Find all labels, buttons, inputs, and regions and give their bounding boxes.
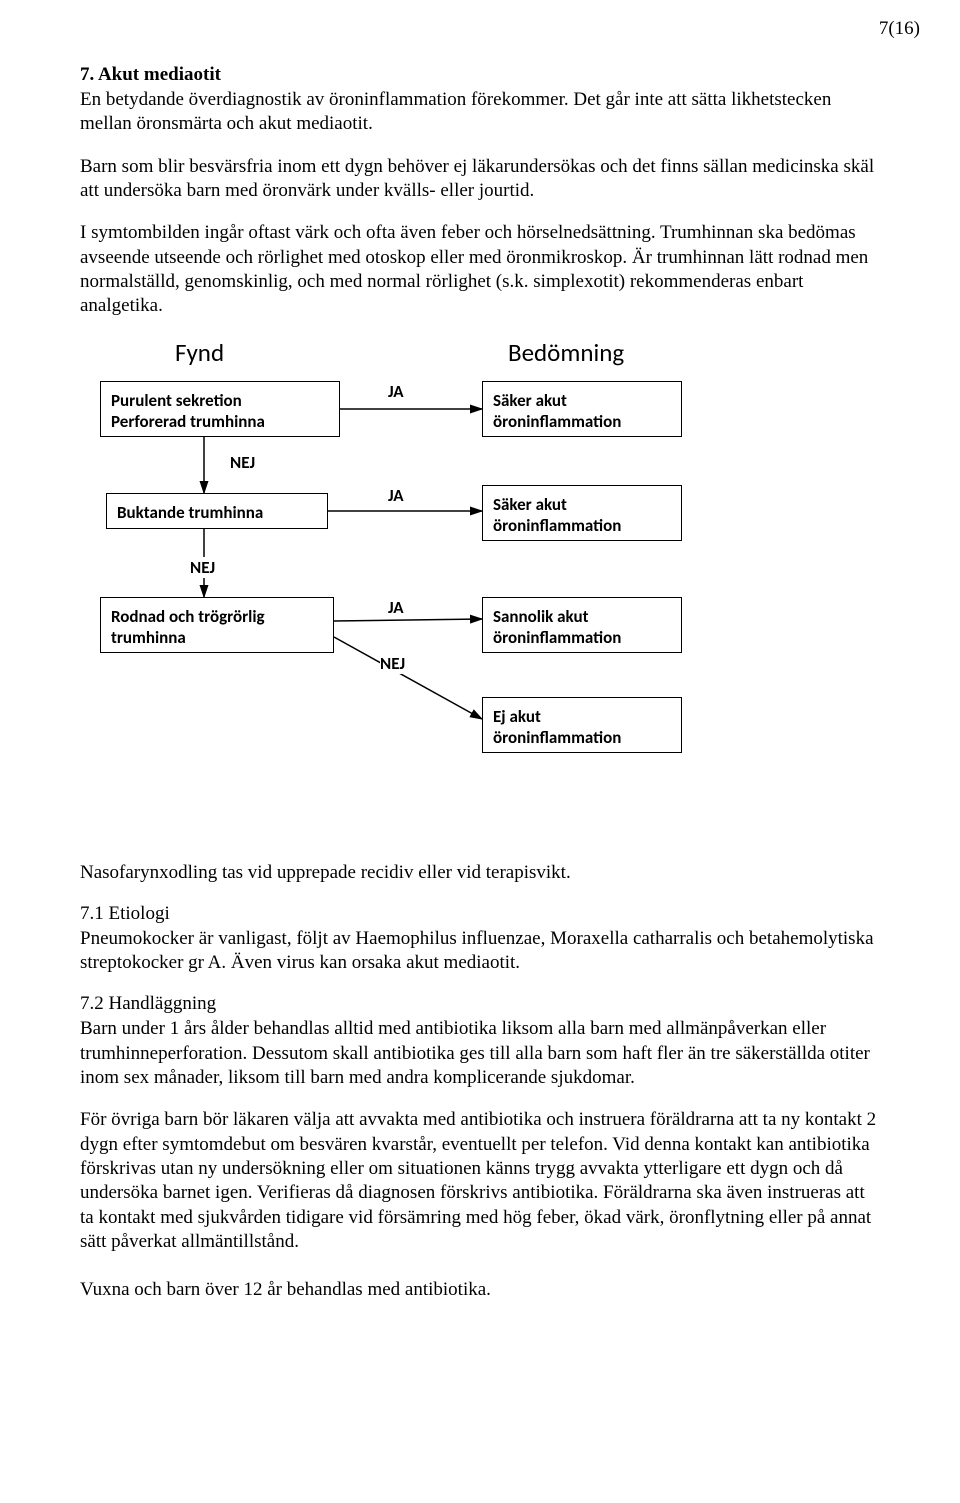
paragraph: Barn under 1 års ålder behandlas alltid … xyxy=(80,1017,880,1090)
flow-edge-label-nej: NEJ xyxy=(190,557,215,578)
flow-node-buktande: Buktande trumhinna xyxy=(106,493,328,529)
flow-edge-label-nej: NEJ xyxy=(230,452,255,473)
section-heading: 7. Akut mediaotit xyxy=(80,64,880,86)
flow-node-sannolik: Sannolik akutöroninflammation xyxy=(482,597,682,653)
paragraph: Pneumokocker är vanligast, följt av Haem… xyxy=(80,927,880,976)
subsection-heading: 7.2 Handläggning xyxy=(80,993,880,1015)
flow-node-ej-akut: Ej akutöroninflammation xyxy=(482,697,682,753)
flowchart: Fynd Bedömning Purulent sekretionPerfore… xyxy=(80,337,880,857)
paragraph: Barn som blir besvärsfria inom ett dygn … xyxy=(80,155,880,204)
flow-node-rodnad: Rodnad och trögrörligtrumhinna xyxy=(100,597,334,653)
paragraph: En betydande överdiagnostik av öroninfla… xyxy=(80,88,880,137)
flow-header-fynd: Fynd xyxy=(175,337,224,368)
paragraph: För övriga barn bör läkaren välja att av… xyxy=(80,1108,880,1254)
page-number: 7(16) xyxy=(879,18,920,40)
paragraph: I symtombilden ingår oftast värk och oft… xyxy=(80,221,880,318)
flow-edge-label-nej: NEJ xyxy=(380,653,405,674)
flow-edge-label-ja: JA xyxy=(388,485,404,506)
subsection-heading: 7.1 Etiologi xyxy=(80,903,880,925)
flow-node-saker-1: Säker akutöroninflammation xyxy=(482,381,682,437)
document-page: 7(16) 7. Akut mediaotit En betydande öve… xyxy=(0,0,960,1381)
paragraph: Vuxna och barn över 12 år behandlas med … xyxy=(80,1278,880,1302)
flow-node-saker-2: Säker akutöroninflammation xyxy=(482,485,682,541)
flow-header-bedomning: Bedömning xyxy=(508,337,624,368)
flow-node-purulent: Purulent sekretionPerforerad trumhinna xyxy=(100,381,340,437)
paragraph: Nasofarynxodling tas vid upprepade recid… xyxy=(80,861,880,885)
flow-edge-label-ja: JA xyxy=(388,597,404,618)
flow-edge-label-ja: JA xyxy=(388,381,404,402)
